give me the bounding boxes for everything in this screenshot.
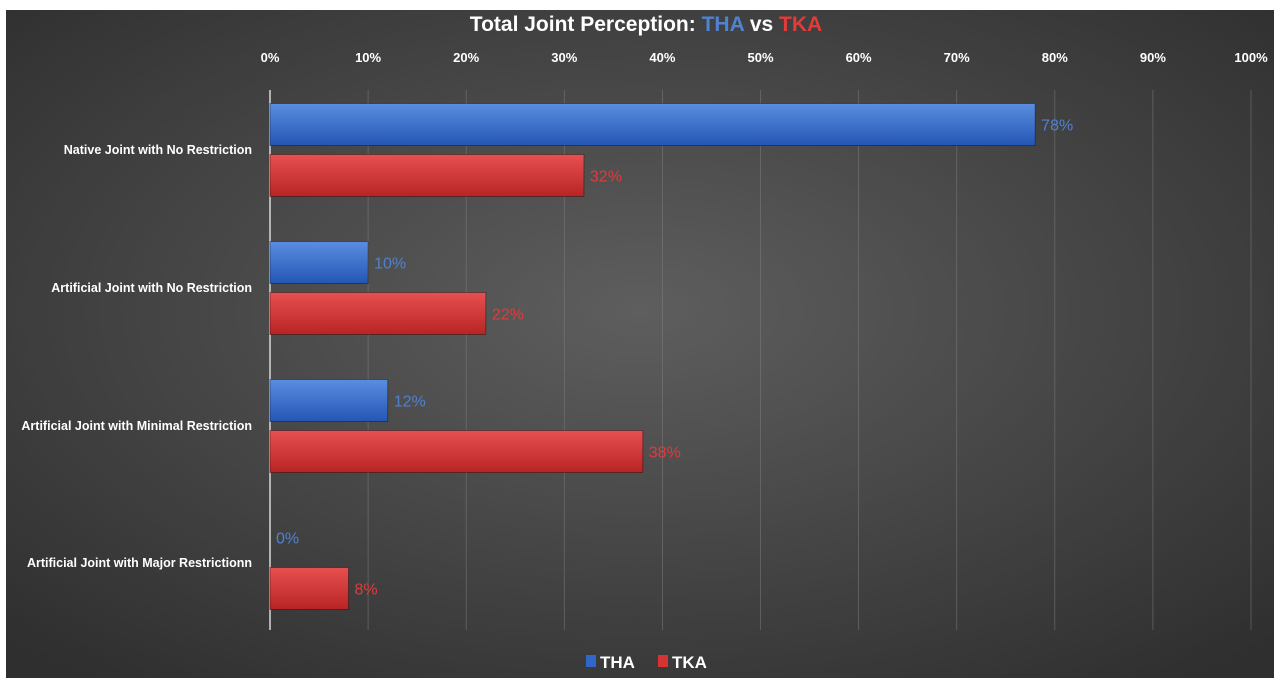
x-tick-label: 100% — [1234, 50, 1268, 65]
data-label-tka: 32% — [590, 169, 622, 186]
legend: THA TKA — [586, 653, 707, 672]
x-tick-label: 20% — [453, 50, 479, 65]
bar-tha — [269, 241, 369, 284]
bar-tha — [269, 103, 1036, 146]
bar-tka — [269, 154, 585, 197]
data-label-tka: 8% — [354, 582, 377, 599]
chart-title: Total Joint Perception: THA vs TKA — [470, 13, 822, 36]
data-label-tha: 78% — [1041, 118, 1073, 135]
x-tick-label: 30% — [551, 50, 577, 65]
data-label-tka: 38% — [649, 445, 681, 462]
title-middle: vs — [744, 13, 779, 36]
data-label-tha: 0% — [276, 531, 299, 548]
x-tick-label: 0% — [261, 50, 280, 65]
legend-swatch-tha — [586, 655, 596, 667]
category-label: Native Joint with No Restriction — [64, 143, 252, 157]
x-tick-label: 90% — [1140, 50, 1166, 65]
x-tick-label: 40% — [649, 50, 675, 65]
bar-tka — [269, 292, 487, 335]
data-labels: 78% 32% 10% 22% 12% 38% 0% 8% — [276, 118, 1073, 599]
legend-label-tha: THA — [600, 653, 635, 672]
legend-label-tka: TKA — [672, 653, 707, 672]
bar-tka — [269, 567, 349, 610]
title-series-a: THA — [702, 13, 745, 36]
title-series-b: TKA — [779, 13, 822, 36]
x-axis-ticks: 0% 10% 20% 30% 40% 50% 60% 70% 80% 90% 100% — [261, 50, 1268, 65]
category-labels: Native Joint with No Restriction Artifici… — [21, 143, 252, 570]
data-label-tka: 22% — [492, 307, 524, 324]
bars — [269, 103, 1036, 610]
data-label-tha: 12% — [394, 394, 426, 411]
bar-tha — [269, 379, 389, 422]
x-tick-label: 80% — [1042, 50, 1068, 65]
category-label: Artificial Joint with No Restriction — [51, 281, 252, 295]
category-label: Artificial Joint with Minimal Restrictio… — [21, 419, 252, 433]
legend-swatch-tka — [658, 655, 668, 667]
x-tick-label: 10% — [355, 50, 381, 65]
x-tick-label: 60% — [846, 50, 872, 65]
bar-tka — [269, 430, 644, 473]
data-label-tha: 10% — [374, 256, 406, 273]
category-label: Artificial Joint with Major Restrictionn — [27, 556, 252, 570]
x-tick-label: 70% — [944, 50, 970, 65]
x-tick-label: 50% — [747, 50, 773, 65]
title-prefix: Total Joint Perception: — [470, 13, 702, 36]
